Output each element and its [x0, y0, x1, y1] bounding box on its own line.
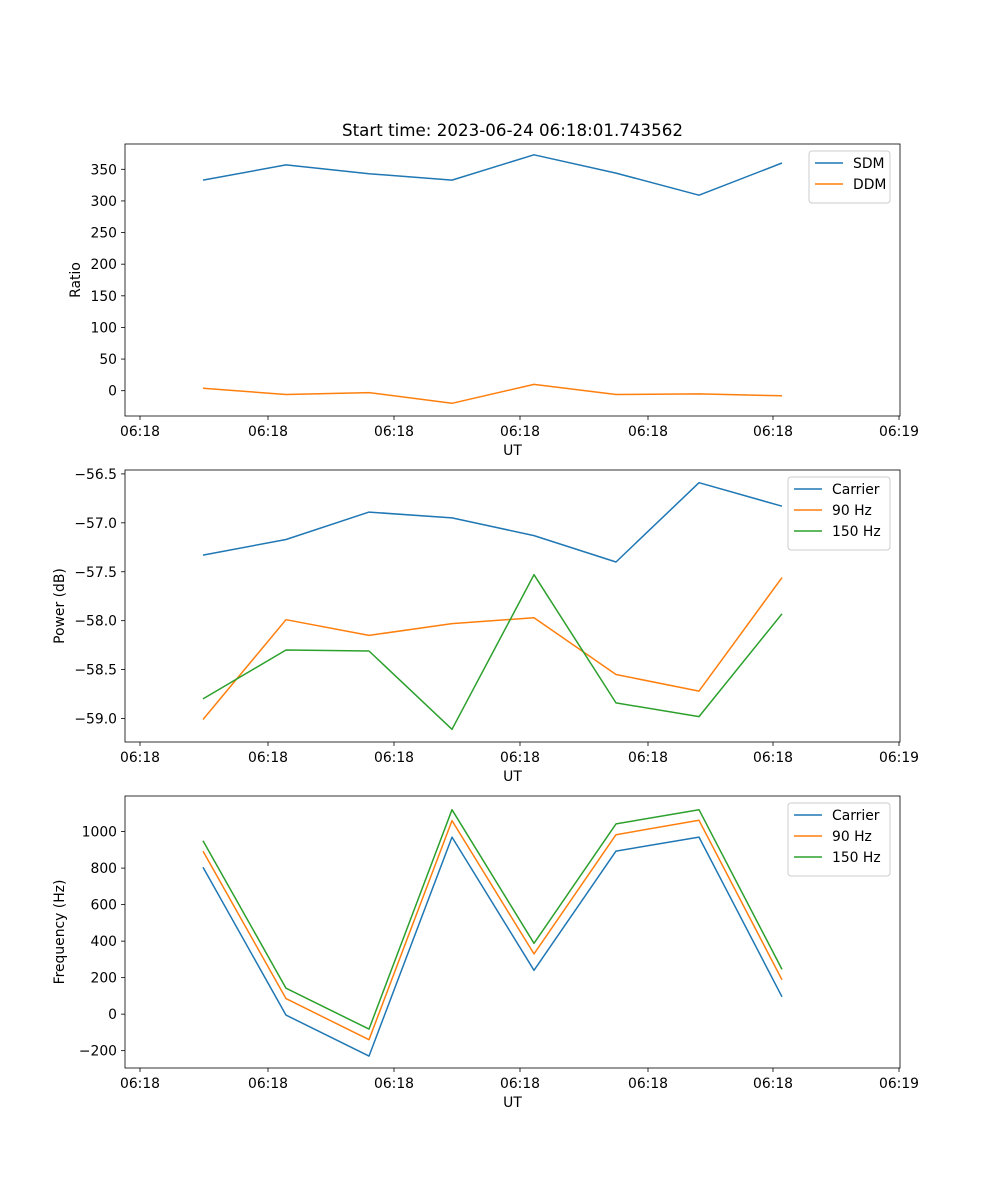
x-tick-label: 06:18 [248, 424, 288, 440]
axes-frame [124, 143, 901, 417]
legend-entry: SDM [853, 156, 885, 172]
legend-entry: Carrier [832, 808, 880, 824]
y-axis-label: Power (dB) [52, 568, 68, 644]
x-tick-label: 06:18 [374, 424, 414, 440]
y-tick-label: 400 [90, 934, 117, 950]
legend-entry: 150 Hz [832, 850, 881, 866]
legend-entry: 90 Hz [832, 829, 872, 845]
y-tick-label: −58.0 [74, 614, 117, 630]
series-line-carrier [202, 836, 783, 1057]
legend: Carrier 90 Hz 150 Hz [787, 476, 891, 551]
y-tick-label: −200 [79, 1044, 117, 1060]
x-tick-label: 06:18 [753, 750, 793, 766]
y-tick-label: 250 [90, 226, 117, 242]
axes-frame [124, 795, 901, 1069]
series-line-sdm [202, 154, 783, 196]
y-tick-label: −57.5 [74, 565, 117, 581]
axes-frame [124, 469, 901, 743]
x-tick-label: 06:18 [248, 750, 288, 766]
legend: Carrier 90 Hz 150 Hz [787, 802, 891, 877]
legend-entry: 150 Hz [832, 524, 881, 540]
subplot-1: 06:18 06:18 06:18 06:18 06:18 06:18 06:19 0 50 10… [68, 143, 919, 459]
x-tick-label: 06:19 [879, 750, 919, 766]
x-tick-label: 06:18 [120, 424, 160, 440]
x-tick-label: 06:18 [753, 1076, 793, 1092]
series-line-ddm [202, 383, 783, 405]
series-line-150-hz [202, 573, 783, 731]
x-tick-label: 06:18 [500, 424, 540, 440]
y-tick-label: −57.0 [74, 516, 117, 532]
series-line-90-hz [202, 577, 783, 720]
y-tick-label: 600 [90, 898, 117, 914]
x-tick-label: 06:18 [500, 750, 540, 766]
y-tick-label: 350 [90, 162, 117, 178]
y-axis-label: Ratio [68, 262, 84, 298]
y-tick-label: 50 [99, 352, 117, 368]
x-tick-label: 06:18 [500, 1076, 540, 1092]
subplot-2: 06:18 06:18 06:18 06:18 06:18 06:18 06:19 −59.0… [52, 467, 919, 785]
y-tick-label: 1000 [82, 825, 117, 841]
x-tick-label: 06:19 [879, 424, 919, 440]
y-tick-label: 150 [90, 289, 117, 305]
y-tick-label: 0 [108, 384, 117, 400]
y-tick-label: 300 [90, 194, 117, 210]
y-tick-label: −56.5 [74, 467, 117, 483]
x-axis-label: UT [503, 443, 522, 459]
x-tick-label: 06:18 [628, 424, 668, 440]
x-tick-label: 06:18 [120, 750, 160, 766]
legend-entry: 90 Hz [832, 503, 872, 519]
y-tick-label: 800 [90, 861, 117, 877]
legend-entry: Carrier [832, 482, 880, 498]
series-line-150-hz [202, 808, 783, 1030]
y-axis-label: Frequency (Hz) [52, 880, 68, 985]
legend-entry: DDM [853, 177, 886, 193]
y-tick-label: −59.0 [74, 712, 117, 728]
x-tick-label: 06:18 [248, 1076, 288, 1092]
series-line-90-hz [202, 819, 783, 1041]
y-tick-label: −58.5 [74, 663, 117, 679]
x-tick-label: 06:18 [374, 1076, 414, 1092]
x-tick-label: 06:18 [628, 750, 668, 766]
y-tick-label: 100 [90, 320, 117, 336]
x-tick-label: 06:18 [120, 1076, 160, 1092]
y-tick-label: 200 [90, 257, 117, 273]
x-tick-label: 06:19 [879, 1076, 919, 1092]
x-axis-label: UT [503, 769, 522, 785]
figure-title: Start time: 2023-06-24 06:18:01.743562 [342, 120, 683, 140]
x-tick-label: 06:18 [628, 1076, 668, 1092]
x-tick-label: 06:18 [374, 750, 414, 766]
legend: SDM DDM [808, 150, 891, 204]
legend-box [808, 150, 891, 204]
x-tick-label: 06:18 [753, 424, 793, 440]
x-axis-label: UT [503, 1095, 522, 1111]
subplot-3: 06:18 06:18 06:18 06:18 06:18 06:18 06:19 −200 0… [52, 795, 919, 1111]
y-tick-label: 200 [90, 971, 117, 987]
y-tick-label: 0 [108, 1007, 117, 1023]
series-line-carrier [202, 481, 783, 563]
